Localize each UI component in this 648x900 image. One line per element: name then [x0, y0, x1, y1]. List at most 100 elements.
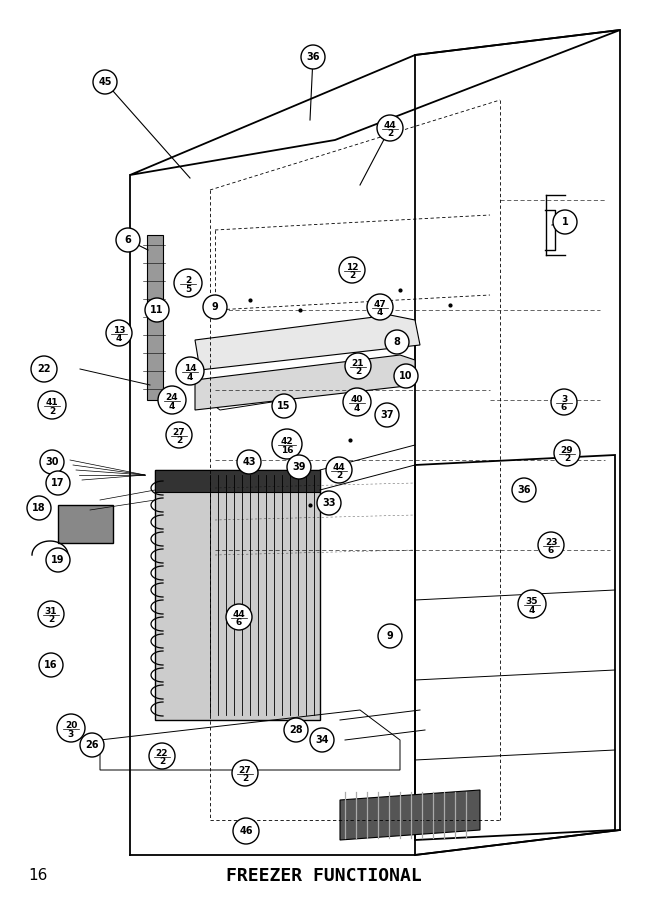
Text: 31: 31 [45, 608, 57, 616]
Circle shape [272, 429, 302, 459]
Polygon shape [340, 790, 480, 840]
Text: 12: 12 [346, 263, 358, 272]
Text: 47: 47 [374, 301, 386, 310]
Circle shape [226, 604, 252, 630]
Circle shape [31, 356, 57, 382]
Text: 21: 21 [352, 359, 364, 368]
Text: 46: 46 [239, 826, 253, 836]
Text: 2: 2 [242, 774, 248, 783]
Circle shape [106, 320, 132, 346]
Circle shape [554, 440, 580, 466]
Text: 19: 19 [51, 555, 65, 565]
Circle shape [272, 394, 296, 418]
Text: 43: 43 [242, 457, 256, 467]
Circle shape [375, 403, 399, 427]
Text: 30: 30 [45, 457, 59, 467]
Text: 44: 44 [233, 610, 246, 619]
Text: 44: 44 [332, 464, 345, 472]
Circle shape [378, 624, 402, 648]
Circle shape [116, 228, 140, 252]
Text: 5: 5 [185, 284, 191, 293]
Circle shape [46, 548, 70, 572]
Text: 4: 4 [169, 401, 175, 410]
Text: 1: 1 [562, 217, 568, 227]
Text: 29: 29 [561, 446, 573, 455]
Text: 17: 17 [51, 478, 65, 488]
Circle shape [551, 389, 577, 415]
Text: 2: 2 [48, 616, 54, 625]
Text: 2: 2 [176, 436, 182, 446]
FancyBboxPatch shape [147, 235, 163, 400]
Text: 16: 16 [28, 868, 47, 884]
Circle shape [38, 391, 66, 419]
Circle shape [326, 457, 352, 483]
Circle shape [287, 455, 311, 479]
Circle shape [27, 496, 51, 520]
Text: 35: 35 [526, 597, 538, 606]
Circle shape [40, 450, 64, 474]
Circle shape [232, 760, 258, 786]
Circle shape [57, 714, 85, 742]
Circle shape [377, 115, 403, 141]
Circle shape [176, 357, 204, 385]
Text: 6: 6 [236, 618, 242, 627]
Text: 23: 23 [545, 538, 557, 547]
Text: 6: 6 [548, 546, 554, 555]
Circle shape [301, 45, 325, 69]
Circle shape [518, 590, 546, 618]
Circle shape [39, 653, 63, 677]
Text: 18: 18 [32, 503, 46, 513]
Circle shape [339, 257, 365, 283]
Text: 10: 10 [399, 371, 413, 381]
Text: 2: 2 [387, 130, 393, 139]
Text: 22: 22 [156, 749, 168, 758]
Text: 3: 3 [68, 730, 74, 739]
Text: 41: 41 [46, 398, 58, 407]
Text: 20: 20 [65, 721, 77, 730]
Text: 2: 2 [159, 758, 165, 767]
Text: 28: 28 [289, 725, 303, 735]
Text: 13: 13 [113, 326, 125, 335]
Circle shape [317, 491, 341, 515]
Text: 16: 16 [44, 660, 58, 670]
Circle shape [158, 386, 186, 414]
Text: 4: 4 [187, 373, 193, 382]
Text: 24: 24 [166, 393, 178, 402]
Circle shape [145, 298, 169, 322]
Circle shape [46, 471, 70, 495]
Circle shape [394, 364, 418, 388]
Text: 3: 3 [561, 395, 567, 404]
Circle shape [38, 601, 64, 627]
Text: FREEZER FUNCTIONAL: FREEZER FUNCTIONAL [226, 867, 422, 885]
Text: 39: 39 [292, 462, 306, 472]
Text: 9: 9 [212, 302, 218, 312]
Circle shape [166, 422, 192, 448]
Text: 4: 4 [377, 309, 383, 318]
Text: 2: 2 [349, 272, 355, 281]
Text: 36: 36 [517, 485, 531, 495]
Circle shape [512, 478, 536, 502]
Circle shape [538, 532, 564, 558]
Text: 27: 27 [172, 428, 185, 437]
Text: 44: 44 [384, 122, 397, 130]
Text: 22: 22 [37, 364, 51, 374]
Circle shape [233, 818, 259, 844]
Text: 2: 2 [185, 276, 191, 285]
Text: 36: 36 [307, 52, 319, 62]
Text: 8: 8 [393, 337, 400, 347]
Circle shape [174, 269, 202, 297]
FancyBboxPatch shape [58, 505, 113, 543]
Text: 16: 16 [281, 446, 294, 455]
Text: 45: 45 [98, 77, 111, 87]
Text: 11: 11 [150, 305, 164, 315]
Circle shape [343, 388, 371, 416]
Text: 4: 4 [116, 335, 122, 344]
Text: 34: 34 [315, 735, 329, 745]
Circle shape [80, 733, 104, 757]
Text: 2: 2 [355, 367, 361, 376]
Circle shape [385, 330, 409, 354]
Text: 15: 15 [277, 401, 291, 411]
Circle shape [345, 353, 371, 379]
Text: 4: 4 [529, 606, 535, 615]
Text: 26: 26 [86, 740, 98, 750]
